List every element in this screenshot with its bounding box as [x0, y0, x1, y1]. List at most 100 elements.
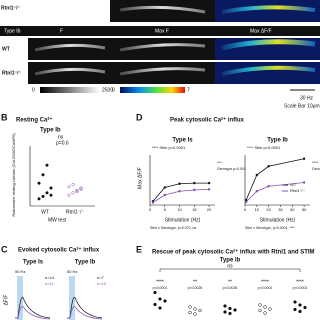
- point: [302, 157, 306, 160]
- point: [267, 185, 270, 188]
- point: [267, 165, 270, 168]
- label: ****: [312, 160, 319, 165]
- label: 20: [207, 207, 212, 212]
- label: ΔF/F: [3, 295, 9, 306]
- point: [45, 163, 49, 167]
- label: Rtnl1⁻/⁻: [290, 188, 306, 193]
- label: **: [228, 279, 232, 285]
- point: [75, 188, 79, 192]
- label: Max F: [155, 28, 169, 34]
- point: [188, 310, 192, 315]
- label: n=11: [45, 281, 54, 286]
- label: n=14: [45, 275, 55, 280]
- label: **** Stim p<0.0001: [152, 145, 186, 150]
- label: Type Ib: [267, 138, 288, 144]
- point: [223, 304, 227, 308]
- point: [223, 310, 227, 314]
- point: [228, 311, 232, 316]
- label: ns: [58, 134, 64, 140]
- label: C: [1, 244, 8, 254]
- point: [163, 193, 166, 197]
- point: [255, 190, 259, 193]
- label: Type Ib: [75, 260, 96, 266]
- label: ns: [227, 263, 233, 269]
- point: [207, 181, 211, 185]
- point: [158, 297, 162, 301]
- label: Stimulation (Hz): [165, 217, 201, 223]
- label: 5: [164, 207, 167, 212]
- trace: [15, 297, 51, 319]
- label: Peak cytosolic Ca²⁺ influx: [170, 117, 245, 124]
- point: [75, 190, 79, 194]
- point: [37, 181, 41, 185]
- point: [188, 305, 192, 309]
- point: [233, 308, 237, 312]
- label: Max ΔF/F: [137, 167, 143, 189]
- label: Stimulation (Hz): [260, 217, 296, 223]
- point: [193, 307, 197, 311]
- point: [193, 312, 197, 316]
- line: [245, 158, 305, 201]
- point: [151, 201, 155, 204]
- label: p=0.6: [56, 140, 69, 146]
- label: WT: [2, 46, 10, 52]
- point: [244, 200, 248, 204]
- point: [298, 303, 302, 307]
- point: [263, 305, 267, 309]
- label: Resting Ca²⁺: [16, 117, 53, 124]
- label: D: [136, 112, 143, 122]
- label: Ratiometric resting calcium (Cal-590/GCa…: [11, 133, 16, 217]
- point: [298, 309, 302, 314]
- label: 7: [187, 87, 190, 93]
- trace: [67, 297, 103, 319]
- label: Type Ib: [40, 128, 61, 134]
- point: [178, 190, 181, 193]
- point: [293, 307, 297, 312]
- label: p=0.0026: [188, 286, 203, 290]
- label: 0: [32, 87, 35, 93]
- label: 40: [290, 207, 295, 212]
- label: B: [1, 112, 8, 122]
- label: 0: [112, 87, 115, 93]
- label: Evoked cytosolic Ca²⁺ influx: [18, 247, 100, 254]
- label: Type Ib: [4, 28, 21, 34]
- label: 0: [244, 207, 247, 212]
- label: Scale Bar 10μm: [284, 103, 320, 109]
- label: 20: [266, 207, 271, 212]
- point: [79, 186, 83, 190]
- point: [163, 299, 167, 303]
- label: 50 Hz: [67, 269, 77, 274]
- label: Rtnl1⁻/⁻: [2, 70, 22, 76]
- label: F: [60, 28, 63, 34]
- point: [228, 306, 232, 311]
- point: [158, 306, 162, 310]
- bracket: [159, 268, 301, 272]
- label: p<0.0001: [258, 286, 273, 290]
- label: Genotype p<0.0001: [312, 167, 320, 171]
- line: [245, 182, 305, 203]
- label: p<0.0001: [153, 286, 168, 290]
- line: [152, 182, 210, 202]
- label: 2500: [102, 87, 113, 93]
- label: n=10: [97, 281, 107, 286]
- label: ***: [217, 160, 222, 165]
- point: [67, 193, 71, 197]
- point: [41, 194, 45, 198]
- label: Max ΔF/F: [250, 28, 272, 34]
- point: [302, 181, 306, 184]
- label: 30 Hz: [300, 95, 314, 101]
- label: ****: [296, 279, 304, 285]
- image-strips: [0, 0, 320, 93]
- label: Rescue of peak cytosolic Ca²⁺ influx wit…: [152, 249, 315, 256]
- point: [207, 188, 211, 191]
- label: **: [193, 279, 197, 285]
- label: Type Is: [23, 260, 44, 266]
- label: WT: [290, 182, 297, 187]
- point: [293, 300, 297, 304]
- label: MW test: [48, 217, 67, 223]
- label: p=0.0026: [223, 286, 238, 290]
- label: 15: [192, 207, 197, 212]
- label: WT: [41, 209, 49, 215]
- label: 10: [255, 207, 260, 212]
